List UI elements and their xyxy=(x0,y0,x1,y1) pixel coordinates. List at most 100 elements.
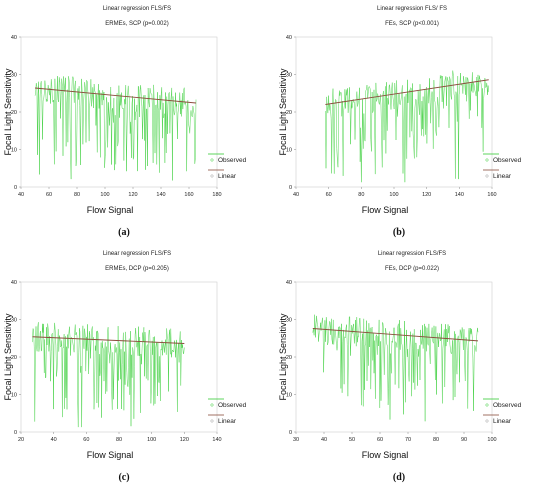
chart-subtitle: FEs, DCP (p=0.022) xyxy=(385,266,439,272)
panel-caption: (c) xyxy=(118,472,129,483)
plot-frame xyxy=(20,36,218,188)
legend-linear-marker xyxy=(485,419,489,423)
chart-subtitle: ERMEs, SCP (p=0.002) xyxy=(105,21,168,27)
legend-observed-label: Observed xyxy=(218,157,247,164)
y-tick-label: 30 xyxy=(11,73,17,79)
y-axis-label: Focal Light Sensitivity xyxy=(278,68,288,156)
chart-title: Linear regression FLS/FS xyxy=(103,6,171,12)
x-axis-label: Flow Signal xyxy=(87,450,134,460)
y-tick-label: 40 xyxy=(11,35,17,41)
chart-subtitle: FEs, SCP (p<0.001) xyxy=(385,21,439,27)
y-tick-label: 10 xyxy=(286,393,292,399)
x-tick-label: 80 xyxy=(433,437,439,443)
x-tick-label: 160 xyxy=(184,192,193,198)
y-axis-label: Focal Light Sensitivity xyxy=(278,313,288,401)
y-tick-label: 30 xyxy=(286,318,292,324)
y-tick-label: 0 xyxy=(14,185,17,191)
legend-linear-marker xyxy=(485,174,489,178)
x-tick-label: 120 xyxy=(128,192,137,198)
chart-panel-b: Linear regression FLS/ FS FEs, SCP (p<0.0… xyxy=(275,0,550,245)
x-tick-label: 180 xyxy=(212,192,221,198)
observed-series-line xyxy=(32,322,185,428)
chart-panel-a: Linear regression FLS/FS ERMEs, SCP (p=0.… xyxy=(0,0,275,245)
linear-fit-line xyxy=(34,87,197,104)
x-tick-label: 100 xyxy=(147,437,156,443)
x-tick-label: 40 xyxy=(51,437,57,443)
legend-observed-marker xyxy=(210,158,214,162)
x-tick-label: 20 xyxy=(18,437,24,443)
x-tick-label: 120 xyxy=(180,437,189,443)
chart-title: Linear regression FLS/FS xyxy=(103,251,171,257)
x-tick-label: 80 xyxy=(358,192,364,198)
x-tick-label: 160 xyxy=(487,192,496,198)
x-tick-label: 50 xyxy=(349,437,355,443)
y-tick-label: 0 xyxy=(14,430,17,436)
linear-fit-line xyxy=(32,336,185,344)
chart-svg: Linear regression FLS/FS FEs, DCP (p=0.02… xyxy=(278,251,522,483)
x-tick-label: 60 xyxy=(83,437,89,443)
chart-panel-d: Linear regression FLS/FS FEs, DCP (p=0.02… xyxy=(275,245,550,490)
legend-observed-label: Observed xyxy=(493,157,522,164)
chart-svg: Linear regression FLS/ FS FEs, SCP (p<0.0… xyxy=(278,6,522,238)
legend-linear-label: Linear xyxy=(493,173,512,180)
y-axis-label: Focal Light Sensitivity xyxy=(3,313,13,401)
x-tick-label: 100 xyxy=(100,192,109,198)
chart-svg: Linear regression FLS/FS ERMEs, DCP (p=0.… xyxy=(3,251,247,483)
legend-observed-marker xyxy=(485,403,489,407)
linear-fit-line xyxy=(325,79,489,105)
legend-linear-label: Linear xyxy=(218,418,237,425)
y-tick-label: 30 xyxy=(11,318,17,324)
x-tick-label: 60 xyxy=(377,437,383,443)
x-tick-label: 60 xyxy=(326,192,332,198)
x-tick-label: 40 xyxy=(321,437,327,443)
chart-panel-c: Linear regression FLS/FS ERMEs, DCP (p=0.… xyxy=(0,245,275,490)
y-tick-label: 20 xyxy=(286,110,292,116)
x-tick-label: 140 xyxy=(455,192,464,198)
y-tick-label: 0 xyxy=(289,430,292,436)
x-axis-label: Flow Signal xyxy=(362,205,409,215)
chart-subtitle: ERMEs, DCP (p=0.205) xyxy=(105,266,169,272)
y-tick-label: 10 xyxy=(11,148,17,154)
legend-observed-label: Observed xyxy=(218,402,247,409)
y-tick-label: 10 xyxy=(11,393,17,399)
legend-observed-marker xyxy=(485,158,489,162)
panel-caption: (a) xyxy=(118,227,130,238)
x-axis-label: Flow Signal xyxy=(362,450,409,460)
y-tick-label: 20 xyxy=(286,355,292,361)
x-tick-label: 70 xyxy=(405,437,411,443)
chart-title: Linear regression FLS/ FS xyxy=(377,6,447,12)
y-tick-label: 40 xyxy=(286,280,292,286)
x-tick-label: 30 xyxy=(293,437,299,443)
y-tick-label: 20 xyxy=(11,110,17,116)
legend-linear-label: Linear xyxy=(493,418,512,425)
linear-fit-line xyxy=(312,328,479,342)
panel-caption: (b) xyxy=(393,227,405,238)
x-tick-label: 140 xyxy=(212,437,221,443)
y-tick-label: 40 xyxy=(11,280,17,286)
x-tick-label: 80 xyxy=(116,437,122,443)
x-tick-label: 120 xyxy=(422,192,431,198)
legend-observed-marker xyxy=(210,403,214,407)
x-tick-label: 80 xyxy=(74,192,80,198)
x-axis-label: Flow Signal xyxy=(87,205,134,215)
observed-series-line xyxy=(325,70,489,183)
plot-frame xyxy=(295,281,493,433)
x-tick-label: 40 xyxy=(293,192,299,198)
observed-series-line xyxy=(312,314,479,422)
chart-svg: Linear regression FLS/FS ERMEs, SCP (p=0.… xyxy=(3,6,247,238)
legend-observed-label: Observed xyxy=(493,402,522,409)
y-tick-label: 30 xyxy=(286,73,292,79)
legend-linear-marker xyxy=(210,174,214,178)
panel-caption: (d) xyxy=(393,472,405,483)
legend-linear-label: Linear xyxy=(218,173,237,180)
chart-title: Linear regression FLS/FS xyxy=(378,251,446,257)
x-tick-label: 100 xyxy=(487,437,496,443)
x-tick-label: 40 xyxy=(18,192,24,198)
y-tick-label: 0 xyxy=(289,185,292,191)
x-tick-label: 60 xyxy=(46,192,52,198)
x-tick-label: 140 xyxy=(156,192,165,198)
observed-series-line xyxy=(34,76,197,181)
x-tick-label: 90 xyxy=(461,437,467,443)
x-tick-label: 100 xyxy=(389,192,398,198)
y-tick-label: 40 xyxy=(286,35,292,41)
